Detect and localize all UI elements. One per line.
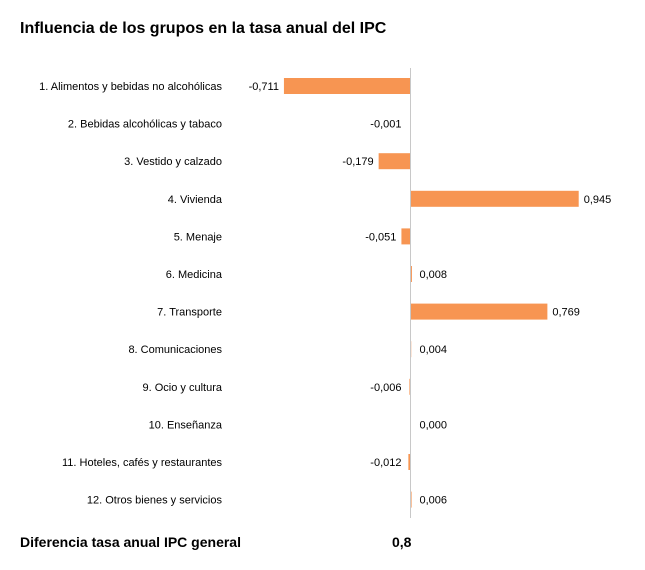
category-label: 4. Vivienda	[168, 194, 223, 206]
value-label: 0,006	[420, 495, 448, 507]
category-label: 6. Medicina	[166, 269, 223, 281]
category-label: 8. Comunicaciones	[128, 344, 222, 356]
bar	[408, 454, 411, 470]
bar	[283, 78, 411, 94]
bar	[401, 228, 411, 245]
bar	[410, 266, 412, 282]
value-label: 0,008	[420, 269, 448, 281]
bar	[409, 378, 411, 395]
value-label: 0,769	[552, 307, 580, 319]
value-label: -0,051	[365, 231, 396, 243]
category-label: 9. Ocio y cultura	[143, 382, 223, 394]
value-label: -0,006	[370, 382, 401, 394]
category-label: 5. Menaje	[174, 231, 222, 243]
value-label: 0,004	[420, 344, 448, 356]
bar	[410, 491, 412, 508]
bar-chart: 1. Alimentos y bebidas no alcohólicas -0,…	[39, 68, 611, 518]
category-label: 2. Bebidas alcohólicas y tabaco	[68, 119, 222, 131]
chart-title: Influencia de los grupos en la tasa anua…	[20, 20, 387, 37]
category-label: 10. Enseñanza	[149, 419, 223, 431]
category-label: 7. Transporte	[157, 307, 222, 319]
value-label: -0,012	[370, 457, 401, 469]
labels-layer: 1. Alimentos y bebidas no alcohólicas -0,…	[39, 81, 611, 507]
value-label: 0,945	[584, 194, 612, 206]
summary-label: Diferencia tasa anual IPC general	[20, 534, 241, 550]
bar	[410, 190, 579, 207]
category-label: 3. Vestido y calzado	[124, 156, 222, 168]
bar	[410, 303, 548, 320]
category-label: 1. Alimentos y bebidas no alcohólicas	[39, 81, 222, 93]
value-label: -0,001	[370, 119, 401, 131]
category-label: 11. Hoteles, cafés y restaurantes	[62, 457, 222, 469]
bar	[378, 153, 411, 170]
category-label: 12. Otros bienes y servicios	[87, 495, 223, 507]
value-label: 0,000	[420, 419, 448, 431]
bars-layer	[283, 78, 579, 508]
summary-value: 0,8	[392, 534, 412, 550]
value-label: -0,179	[342, 156, 373, 168]
value-label: -0,711	[249, 81, 279, 93]
